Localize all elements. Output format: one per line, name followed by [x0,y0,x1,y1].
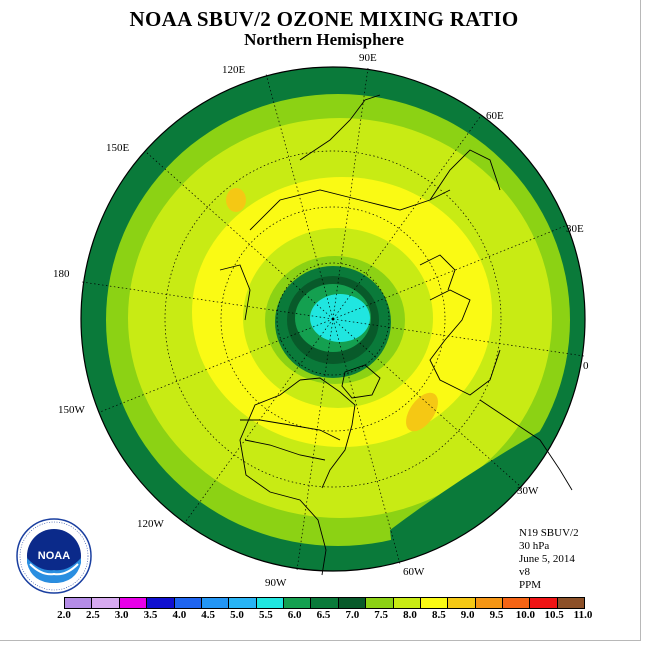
color-scale-tick-label: 4.0 [172,609,187,621]
lon-label-0: 0 [583,360,589,372]
color-scale-tick-label: 9.0 [460,609,475,621]
color-scale-tick-label: 3.0 [114,609,129,621]
color-swatch [448,598,476,608]
color-scale-tick-label: 8.0 [403,609,417,621]
color-swatch [284,598,312,608]
page-title: NOAA SBUV/2 OZONE MIXING RATIO [129,7,519,31]
pressure-level-label: 30 hPa [519,540,550,552]
color-scale-tick-label: 6.5 [316,609,331,621]
color-swatch [119,598,148,608]
units-label: PPM [519,579,542,591]
color-scale-tick-label: 4.5 [201,609,216,621]
instrument-label: N19 SBUV/2 [519,527,579,539]
color-swatch [92,598,120,608]
color-swatch [475,598,503,608]
lon-label-30e: 30E [566,223,584,235]
lon-label-90e: 90E [359,52,377,64]
color-swatch [229,598,257,608]
color-swatch [256,598,284,608]
date-label: June 5, 2014 [519,553,575,565]
color-swatch [420,598,449,608]
noaa-logo-icon: NOAA [16,518,92,594]
color-scale-tick-label: 5.0 [230,609,244,621]
color-scale-tick-label: 5.5 [258,609,273,621]
lon-label-180: 180 [53,268,70,280]
color-scale-tick-label: 10.5 [544,609,564,621]
color-scale-tick-label: 11.0 [573,609,593,621]
field-9p0-patch [406,392,438,432]
color-swatch [366,598,394,608]
lon-label-90w: 90W [265,577,287,589]
map-border [80,66,586,572]
color-swatch [393,598,421,608]
color-scale-bar [64,597,585,609]
plot-frame [0,0,641,641]
color-scale-tick-label: 10.0 [515,609,535,621]
version-label: v8 [519,566,530,578]
field-9p0-patch-2 [226,188,246,212]
lon-label-60e: 60E [486,110,504,122]
color-swatch [311,598,339,608]
color-swatch [65,598,93,608]
lon-label-150w: 150W [58,404,85,416]
lon-label-30w: 30W [517,485,539,497]
color-scale-tick-label: 9.5 [489,609,504,621]
lon-label-60w: 60W [403,566,425,578]
svg-text:NOAA: NOAA [38,550,70,562]
meridian-lines [81,67,585,571]
color-scale-tick-label: 7.5 [374,609,389,621]
color-swatch [201,598,230,608]
color-scale-tick-label: 2.0 [57,609,71,621]
lon-label-120e: 120E [222,64,246,76]
lon-label-120w: 120W [137,518,164,530]
color-scale-tick-label: 2.5 [85,609,100,621]
color-scale-ticks: 2.0 2.5 3.0 3.5 4.0 4.5 5.0 5.5 6.0 6.5 7.0 7.5 8.0 8… [46,609,606,623]
color-swatch [174,598,202,608]
color-swatch [503,598,531,608]
page-subtitle: Northern Hemisphere [244,30,404,49]
color-scale-tick-label: 8.5 [431,609,446,621]
coastlines [219,94,573,576]
color-swatch [557,598,585,608]
metadata-block: N19 SBUV/2 30 hPa June 5, 2014 v8 PPM [519,527,579,592]
color-swatch [530,598,558,608]
color-scale-tick-label: 3.5 [143,609,158,621]
latitude-circles [164,150,502,488]
color-swatch [147,598,175,608]
lon-label-150e: 150E [106,142,130,154]
color-swatch [338,598,367,608]
color-scale-tick-label: 7.0 [345,609,360,621]
color-scale-tick-label: 6.0 [287,609,302,621]
field-polar-5p5 [310,294,370,342]
